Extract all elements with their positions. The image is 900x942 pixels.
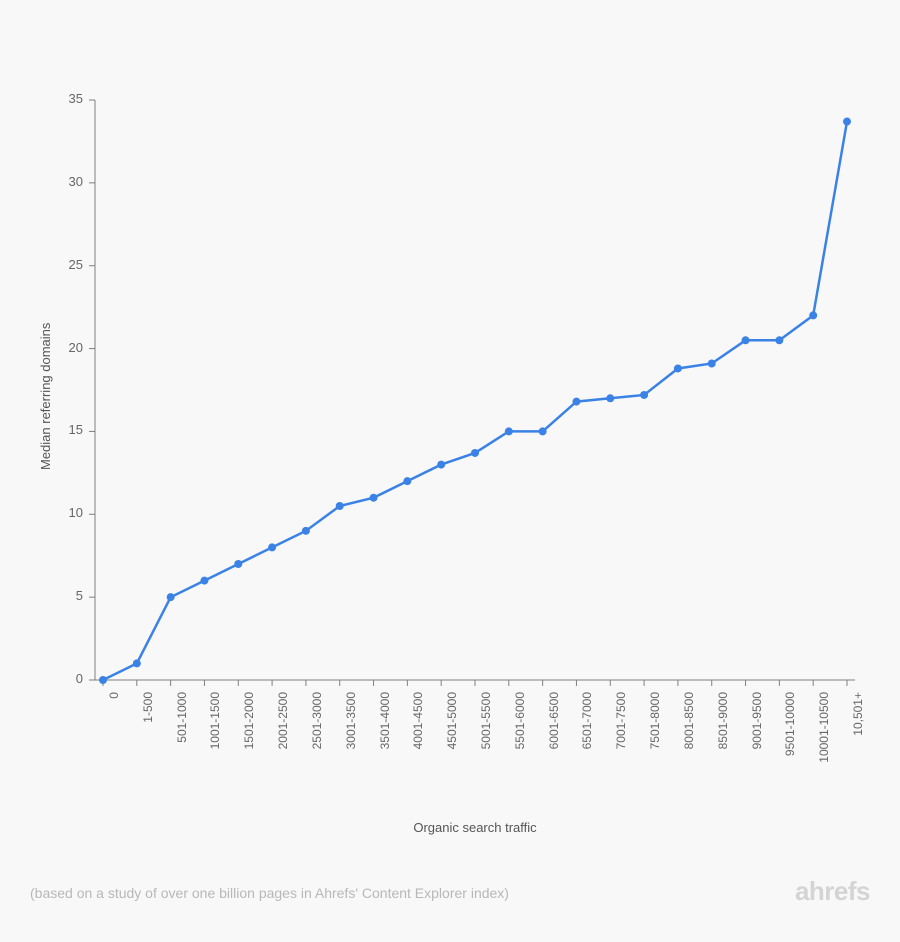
x-tick-label: 4501-5000 xyxy=(445,692,459,812)
y-tick-label: 15 xyxy=(53,422,83,437)
series-point xyxy=(572,398,580,406)
x-tick-label: 6001-6500 xyxy=(547,692,561,812)
series-point xyxy=(336,502,344,510)
series-point xyxy=(302,527,310,535)
series-point xyxy=(674,364,682,372)
x-tick-label: 8001-8500 xyxy=(682,692,696,812)
chart-container: Referring domains vs. Search traffic 051… xyxy=(0,0,900,942)
x-tick-label: 6501-7000 xyxy=(580,692,594,812)
x-tick-label: 2501-3000 xyxy=(310,692,324,812)
series-line xyxy=(103,122,847,680)
x-tick-label: 0 xyxy=(107,692,121,812)
x-axis-label: Organic search traffic xyxy=(95,820,855,835)
series-point xyxy=(133,659,141,667)
y-tick-label: 10 xyxy=(53,505,83,520)
x-tick-label: 501-1000 xyxy=(175,692,189,812)
x-tick-label: 7001-7500 xyxy=(614,692,628,812)
y-tick-label: 0 xyxy=(53,671,83,686)
x-tick-label: 1-500 xyxy=(141,692,155,812)
series-point xyxy=(742,336,750,344)
series-point xyxy=(809,311,817,319)
x-tick-label: 2001-2500 xyxy=(276,692,290,812)
x-tick-label: 10,501+ xyxy=(851,692,865,812)
y-tick-label: 25 xyxy=(53,257,83,272)
x-tick-label: 1001-1500 xyxy=(208,692,222,812)
series-point xyxy=(708,359,716,367)
x-tick-label: 5001-5500 xyxy=(479,692,493,812)
series-point xyxy=(606,394,614,402)
series-point xyxy=(268,543,276,551)
x-tick-label: 7501-8000 xyxy=(648,692,662,812)
x-tick-label: 10001-10500 xyxy=(817,692,831,812)
series-point xyxy=(437,461,445,469)
brand-logo: ahrefs xyxy=(795,876,870,907)
y-axis-label: Median referring domains xyxy=(38,323,53,470)
footnote-text: (based on a study of over one billion pa… xyxy=(30,885,509,901)
series-point xyxy=(640,391,648,399)
x-tick-label: 1501-2000 xyxy=(242,692,256,812)
x-tick-label: 5501-6000 xyxy=(513,692,527,812)
x-tick-label: 9001-9500 xyxy=(750,692,764,812)
series-point xyxy=(843,118,851,126)
series-point xyxy=(505,427,513,435)
series-point xyxy=(471,449,479,457)
series-point xyxy=(99,676,107,684)
x-tick-label: 3501-4000 xyxy=(378,692,392,812)
y-tick-label: 35 xyxy=(53,91,83,106)
series-point xyxy=(539,427,547,435)
axes-group xyxy=(89,100,855,686)
series-point xyxy=(370,494,378,502)
x-tick-label: 4001-4500 xyxy=(411,692,425,812)
y-tick-label: 5 xyxy=(53,588,83,603)
series-point xyxy=(234,560,242,568)
series-point xyxy=(403,477,411,485)
series-point xyxy=(775,336,783,344)
y-tick-label: 30 xyxy=(53,174,83,189)
series-group xyxy=(99,118,851,684)
x-tick-label: 8501-9000 xyxy=(716,692,730,812)
x-tick-label: 9501-10000 xyxy=(783,692,797,812)
x-tick-label: 3001-3500 xyxy=(344,692,358,812)
series-point xyxy=(167,593,175,601)
series-point xyxy=(200,577,208,585)
y-tick-label: 20 xyxy=(53,340,83,355)
